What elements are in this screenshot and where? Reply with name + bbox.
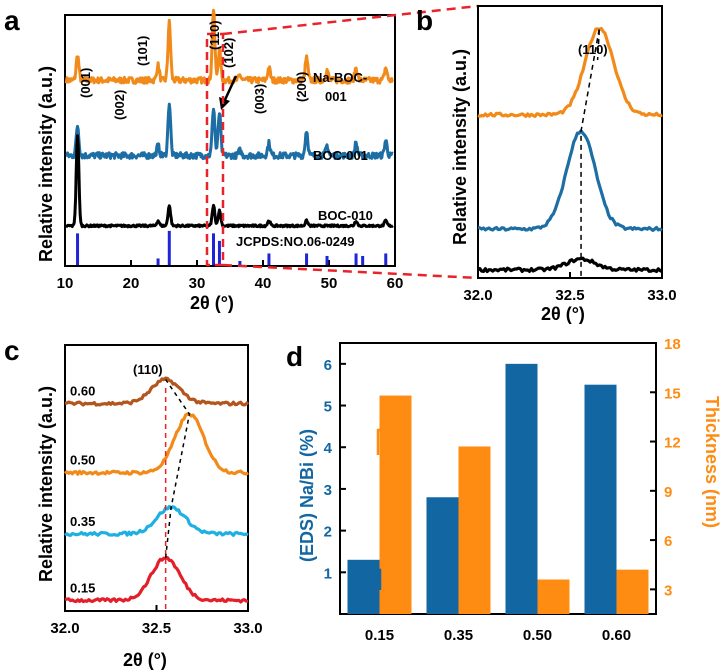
panel-a-xtick-label: 40	[255, 275, 272, 292]
series-label-0.60: 0.60	[70, 384, 95, 399]
ytick-right-label: 18	[664, 336, 681, 353]
panel-c: c 32.0 32.5 33.0 0.60 0.50 0.35 0.15 (110) Re…	[4, 335, 263, 670]
series-label-0.15: 0.15	[70, 580, 95, 595]
panel-b-frame	[477, 5, 663, 279]
zoom-connector-bottom	[222, 263, 479, 280]
ytick-left-label: 6	[324, 357, 332, 374]
hkl-200: (200)	[294, 72, 309, 102]
category-label: 0.60	[602, 627, 631, 644]
panel-d-frame	[339, 342, 657, 615]
panel-a-x-ticks: 10 20 30 40 50 60	[57, 260, 404, 292]
hkl-003: (003)	[252, 84, 267, 114]
panel-a-xlabel: 2θ (°)	[190, 293, 234, 313]
bar-nabi-0.60	[584, 384, 617, 614]
panel-b-series	[477, 26, 663, 276]
peak-shift-guide	[580, 27, 601, 276]
series-label-0.35: 0.35	[70, 514, 95, 529]
panel-a-xtick-label: 20	[123, 275, 140, 292]
series-label-boc-001: BOC-001	[313, 148, 368, 163]
panel-a-xtick-label: 30	[189, 275, 206, 292]
bar-nabi-0.35	[426, 497, 459, 614]
series-line-na-boc-001	[477, 26, 663, 119]
panel-c-ylabel: Relative intensity (a.u.)	[36, 386, 56, 582]
bar-thickness-0.35	[458, 446, 491, 614]
zoom-connector-top	[222, 4, 479, 36]
panel-a: a 10 20 30 40 50 60 Na-BOC- 001 BOC-001 BOC-0…	[4, 5, 403, 313]
bar-thickness-0.60	[616, 569, 649, 614]
panel-a-xtick-label: 60	[387, 275, 404, 292]
peak-shift-guide	[164, 379, 191, 558]
category-label: 0.35	[444, 627, 473, 644]
bar-thickness-0.50	[537, 579, 570, 614]
panel-b-label: b	[416, 5, 433, 36]
xtick-label: 33.0	[233, 620, 262, 637]
thickness-axis-arrow	[376, 428, 393, 455]
series-line-boc-001	[65, 102, 394, 161]
hkl-001: (001)	[78, 68, 93, 98]
series-label-na-boc-001-line1: Na-BOC-	[313, 70, 367, 85]
arrow-102	[222, 75, 238, 103]
ytick-right-label: 15	[664, 385, 681, 402]
series-label-0.50: 0.50	[70, 453, 95, 468]
ytick-left-label: 3	[324, 482, 332, 499]
ytick-right-label: 3	[664, 582, 672, 599]
panel-d-y2label: Thickness (nm)	[702, 396, 722, 528]
reference-label: JCPDS:NO.06-0249	[236, 234, 355, 249]
panel-c-xlabel: 2θ (°)	[123, 650, 167, 670]
category-label: 0.50	[523, 627, 552, 644]
xtick-label: 32.0	[50, 620, 79, 637]
ytick-right-label: 12	[664, 435, 681, 452]
panel-d-label: d	[286, 341, 303, 372]
ytick-left-label: 4	[324, 440, 333, 457]
series-line-0-50	[63, 412, 249, 476]
series-label-na-boc-001-line2: 001	[325, 89, 347, 104]
ytick-left-label: 2	[324, 524, 332, 541]
thickness-axis-arrow-head	[391, 425, 401, 435]
panel-c-annotation: (110)	[133, 362, 163, 377]
panel-b-x-ticks: 32.0 32.5 33.0	[463, 272, 677, 304]
panel-a-label: a	[4, 5, 20, 36]
ytick-left-label: 1	[324, 565, 332, 582]
xtick-label: 32.5	[142, 620, 171, 637]
ytick-right-label: 9	[664, 484, 672, 501]
panel-c-x-ticks: 32.0 32.5 33.0	[50, 605, 263, 637]
series-label-boc-010: BOC-010	[318, 208, 373, 223]
series-line-0-15	[64, 555, 249, 604]
panel-d-ylabel: (EDS) Na/Bi (%)	[297, 429, 317, 562]
panel-a-reference-sticks	[76, 230, 388, 265]
series-line-0-60	[64, 376, 250, 407]
hkl-101: (101)	[135, 36, 150, 66]
xtick-label: 32.0	[463, 287, 492, 304]
nabi-axis-arrow	[364, 568, 382, 590]
panel-c-label: c	[4, 335, 20, 366]
xtick-label: 33.0	[647, 287, 676, 304]
panel-a-ylabel: Relative intensity (a.u.)	[36, 66, 56, 262]
hkl-002: (002)	[112, 90, 127, 120]
panel-d-bars	[347, 363, 649, 614]
series-line-boc-010	[65, 134, 394, 229]
ytick-left-label: 5	[324, 399, 332, 416]
panel-c-series: 0.60 0.50 0.35 0.15	[63, 376, 250, 611]
xtick-label: 32.5	[555, 287, 584, 304]
series-line-0-35	[64, 504, 249, 538]
panel-b-ylabel: Relative intensity (a.u.)	[450, 49, 470, 245]
panel-b-annotation: (110)	[578, 42, 608, 57]
series-line-boc-001	[477, 129, 663, 232]
category-label: 0.15	[365, 627, 394, 644]
ytick-right-label: 6	[664, 533, 672, 550]
panel-b: b 32.0 32.5 33.0 (110) Relative intensity …	[416, 5, 677, 324]
nabi-axis-arrow-head	[356, 565, 366, 575]
hkl-102: (102)	[221, 38, 236, 68]
series-line-na-boc-001	[64, 8, 394, 85]
bar-nabi-0.50	[505, 363, 538, 614]
panel-b-xlabel: 2θ (°)	[541, 304, 585, 324]
zoom-box	[205, 32, 225, 267]
panel-a-xtick-label: 10	[57, 275, 74, 292]
panel-a-series	[64, 8, 394, 229]
panel-a-xtick-label: 50	[321, 275, 338, 292]
series-line-boc-010	[477, 256, 663, 274]
